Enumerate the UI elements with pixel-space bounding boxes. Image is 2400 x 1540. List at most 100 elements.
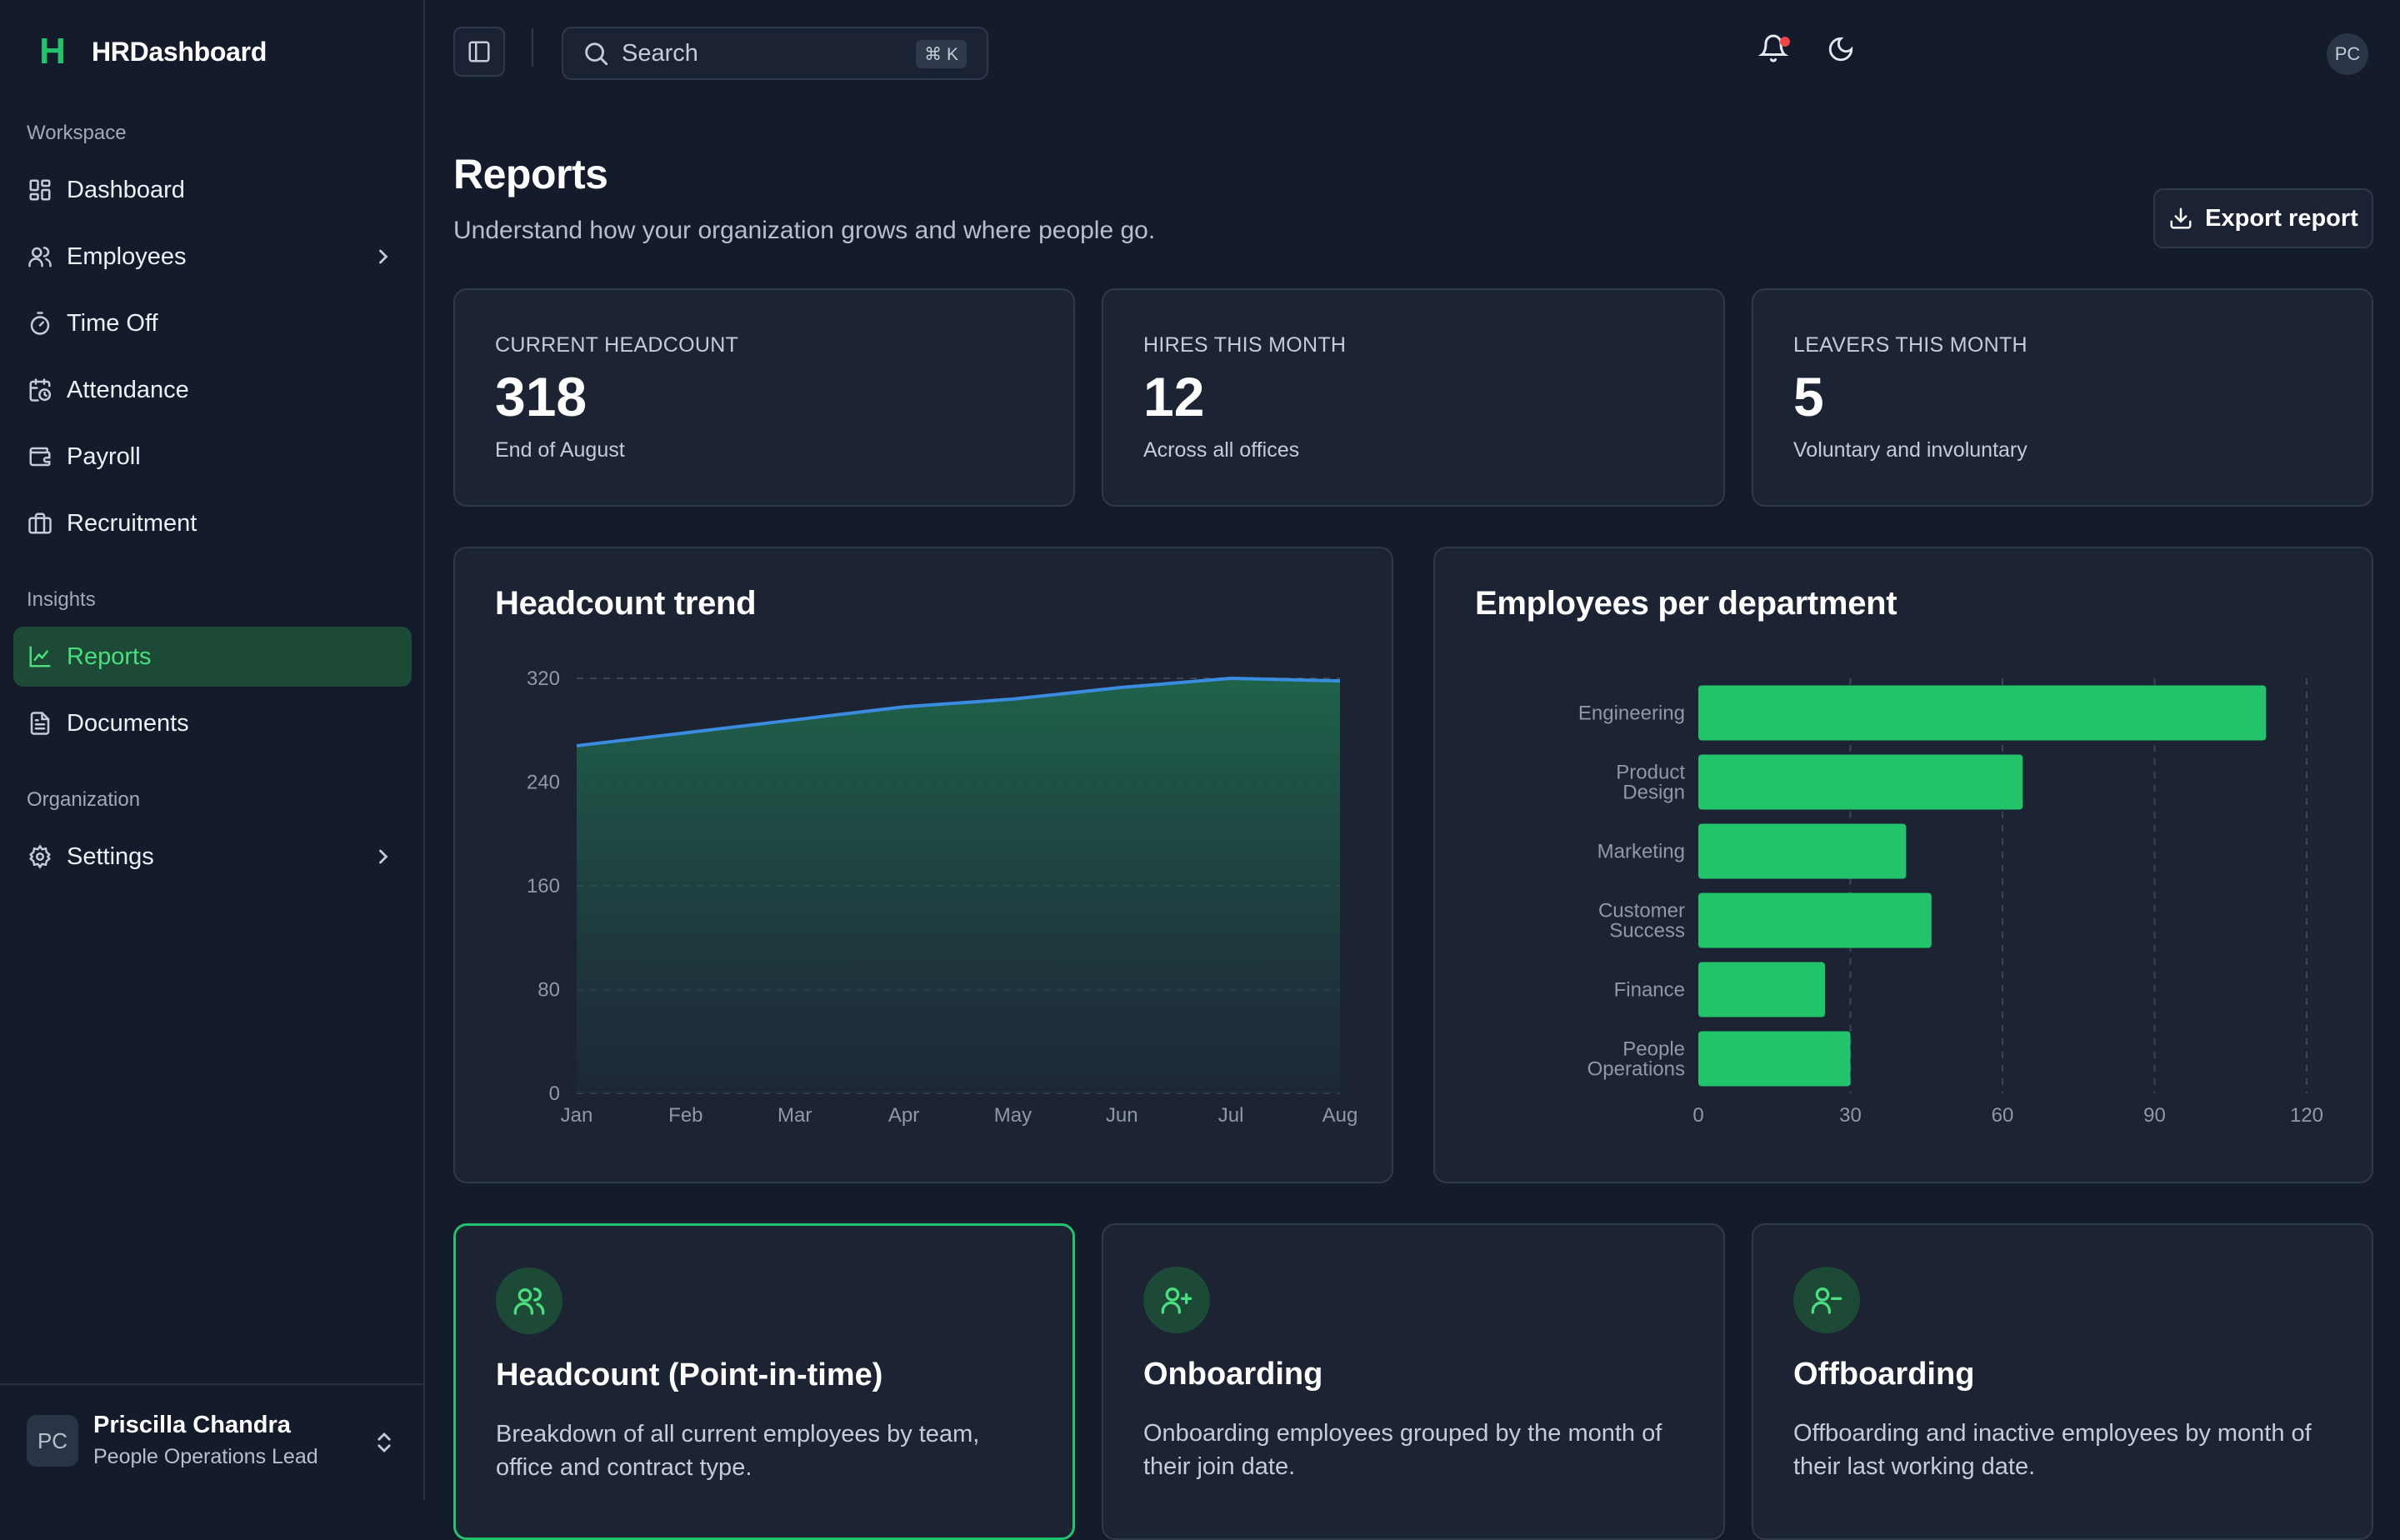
bar	[1698, 962, 1826, 1018]
stat-caption: End of August	[495, 438, 625, 462]
stat-value: 12	[1143, 366, 1205, 428]
y-tick-label: 320	[527, 668, 560, 690]
sidebar-item-documents[interactable]: Documents	[13, 693, 412, 753]
y-tick-label: 160	[527, 875, 560, 898]
briefcase-icon	[27, 510, 53, 537]
sidebar-item-label: Attendance	[67, 376, 189, 403]
sidebar-item-recruitment[interactable]: Recruitment	[13, 493, 412, 553]
stat-label: CURRENT HEADCOUNT	[495, 333, 739, 357]
file-text-icon	[27, 710, 53, 737]
avatar[interactable]: PC	[2327, 33, 2368, 75]
chart-title: Employees per department	[1475, 585, 1898, 622]
sidebar-item-label: Employees	[67, 242, 187, 270]
app-name: HRDashboard	[92, 36, 268, 67]
sidebar-item-employees[interactable]: Employees	[13, 227, 412, 287]
sidebar-item-label: Recruitment	[67, 509, 198, 537]
series-line	[576, 677, 1341, 748]
sidebar-item-attendance[interactable]: Attendance	[13, 360, 412, 420]
report-description: Breakdown of all current employees by te…	[496, 1421, 980, 1481]
x-tick-label: 30	[1839, 1104, 1862, 1127]
chevrons-up-down-icon	[378, 1432, 391, 1452]
logo-icon: H	[39, 31, 66, 72]
bar	[1698, 892, 1932, 948]
moon-icon	[1828, 37, 1853, 62]
sidebar-item-payroll[interactable]: Payroll	[13, 427, 412, 487]
x-tick-label: Mar	[778, 1104, 812, 1127]
user-plus-icon	[1143, 1267, 1210, 1333]
report-card-onboarding[interactable]: Onboarding Onboarding employees grouped …	[1102, 1223, 1725, 1540]
x-tick-label: Jun	[1106, 1104, 1138, 1127]
employees-per-department-chart: 0 30 60 90 120 Engineering Product Design Market…	[1578, 678, 2323, 1127]
sidebar-item-time-off[interactable]: Time Off	[13, 293, 412, 353]
bar	[1698, 685, 2267, 741]
chevron-right-icon	[379, 849, 388, 864]
y-tick-label: Engineering	[1578, 702, 1685, 725]
report-card-headcount[interactable]: Headcount (Point-in-time) Breakdown of a…	[453, 1223, 1075, 1540]
x-tick-label: 120	[2290, 1104, 2323, 1127]
x-tick-label: Apr	[888, 1104, 919, 1127]
divider	[532, 28, 533, 67]
chart-title: Headcount trend	[495, 585, 757, 622]
sidebar-item-reports[interactable]: Reports	[13, 627, 412, 687]
headcount-trend-card: Headcount trend 0 80 160 240 320 Jan Feb Mar Apr…	[453, 547, 1393, 1183]
department-chart-card: Employees per department 0 30 60 90 120 Engin…	[1433, 547, 2373, 1183]
chevron-right-icon	[379, 249, 388, 264]
sidebar-item-label: Settings	[67, 842, 154, 870]
notification-dot	[1780, 37, 1790, 47]
panel-left-icon	[468, 41, 490, 62]
headcount-trend-chart: 0 80 160 240 320 Jan Feb Mar Apr May Jun Jul Aug	[527, 668, 1358, 1127]
brand[interactable]: H HRDashboard	[37, 31, 268, 72]
y-tick-label: 0	[549, 1082, 560, 1105]
bar	[1698, 754, 2023, 810]
search-icon	[585, 42, 608, 66]
user-name: Priscilla Chandra	[93, 1412, 291, 1438]
y-tick-label: Product Design	[1616, 762, 1685, 804]
stat-card-headcount: CURRENT HEADCOUNT 318 End of August	[453, 288, 1075, 507]
sidebar-item-label: Payroll	[67, 442, 141, 470]
bar	[1698, 1031, 1851, 1087]
report-title: Headcount (Point-in-time)	[496, 1358, 883, 1392]
x-tick-label: 90	[2143, 1104, 2166, 1127]
x-tick-label: Feb	[668, 1104, 702, 1127]
search-shortcut: ⌘ K	[916, 40, 967, 68]
wallet-icon	[27, 443, 53, 470]
download-icon	[2170, 208, 2192, 229]
users-icon	[27, 243, 53, 270]
stat-caption: Across all offices	[1143, 438, 1300, 462]
notifications-button[interactable]	[1758, 33, 1797, 72]
timer-icon	[27, 310, 53, 337]
user-minus-icon	[1793, 1267, 1860, 1333]
export-report-button[interactable]: Export report	[2153, 188, 2373, 248]
export-label: Export report	[2205, 204, 2358, 232]
sidebar-item-settings[interactable]: Settings	[13, 827, 412, 887]
calendar-clock-icon	[27, 377, 53, 403]
stat-label: LEAVERS THIS MONTH	[1793, 333, 2028, 357]
y-tick-label: Marketing	[1598, 841, 1685, 863]
dashboard-icon	[27, 177, 53, 203]
x-tick-label: 60	[1992, 1104, 2014, 1127]
y-tick-label: Finance	[1614, 979, 1685, 1002]
report-card-offboarding[interactable]: Offboarding Offboarding and inactive emp…	[1752, 1223, 2373, 1540]
bell-icon	[1758, 34, 1789, 62]
x-tick-label: Jan	[561, 1104, 593, 1127]
user-menu[interactable]: PC Priscilla Chandra People Operations L…	[0, 1383, 423, 1500]
stat-value: 5	[1793, 366, 1824, 428]
theme-toggle-button[interactable]	[1827, 35, 1855, 68]
page-title: Reports	[453, 151, 608, 198]
y-tick-label: Customer Success	[1598, 900, 1685, 942]
sidebar-item-label: Documents	[67, 709, 189, 737]
search-input[interactable]: Search ⌘ K	[562, 27, 988, 80]
sidebar-toggle-button[interactable]	[453, 27, 505, 77]
users-icon	[496, 1268, 562, 1334]
sidebar-item-label: Dashboard	[67, 176, 185, 203]
avatar: PC	[27, 1415, 78, 1467]
x-tick-label: Aug	[1322, 1104, 1358, 1127]
topbar: Search ⌘ K	[425, 0, 2400, 105]
section-label-workspace: Workspace	[27, 122, 127, 144]
section-label-organization: Organization	[27, 788, 141, 811]
area-fill	[577, 678, 1340, 1093]
report-description: Onboarding employees grouped by the mont…	[1143, 1420, 1662, 1480]
sidebar-item-dashboard[interactable]: Dashboard	[13, 160, 412, 220]
bar	[1698, 823, 1907, 879]
chart-line-icon	[27, 643, 53, 670]
